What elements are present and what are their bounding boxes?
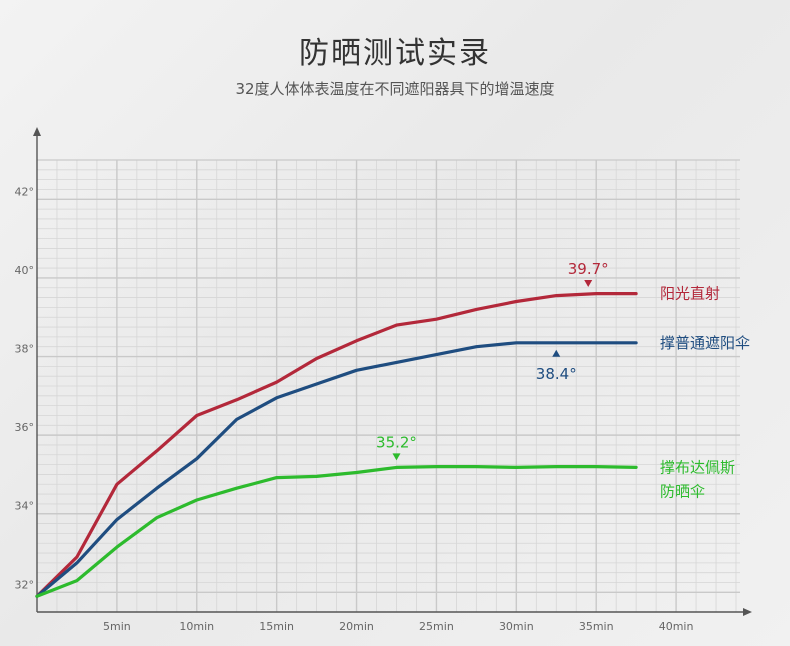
annotations: 39.7° 38.4° 35.2° (376, 260, 609, 461)
minor-gridlines (37, 159, 740, 612)
peak-value-label: 39.7° (568, 260, 609, 278)
series-name-label: 撑普通遮阳伞 (660, 334, 750, 352)
y-tick-label: 42° (15, 185, 35, 198)
x-tick-label: 10min (179, 620, 214, 633)
x-tick-label: 15min (259, 620, 294, 633)
x-tick-label: 35min (579, 620, 614, 633)
x-tick-label: 20min (339, 620, 374, 633)
peak-marker (392, 453, 401, 461)
x-tick-labels: 5min 10min 15min 20min 25min 30min 35min 40min (103, 620, 693, 633)
x-axis-arrow (743, 608, 752, 616)
x-tick-label: 25min (419, 620, 454, 633)
series-line (35, 465, 638, 598)
series-name-label: 阳光直射 (660, 285, 720, 303)
page-subtitle: 32度人体体表温度在不同遮阳器具下的增温速度 (235, 80, 555, 98)
series-name-label: 防晒伞 (660, 482, 705, 500)
peak-marker (552, 349, 561, 357)
y-axis-arrow (33, 127, 41, 136)
y-tick-label: 38° (15, 343, 35, 356)
series-line (35, 341, 638, 598)
series-line (35, 292, 638, 598)
major-gridlines (37, 159, 740, 612)
x-tick-label: 40min (659, 620, 694, 633)
x-tick-label: 5min (103, 620, 131, 633)
y-tick-label: 32° (15, 578, 35, 591)
series-lines (35, 292, 638, 598)
page-title: 防晒测试实录 (299, 36, 491, 71)
y-tick-labels: 32° 34° 36° 38° 40° 42° (15, 185, 35, 591)
series-name-label: 撑布达佩斯 (660, 458, 735, 476)
peak-marker (584, 280, 593, 288)
y-tick-label: 34° (15, 500, 35, 513)
y-tick-label: 40° (15, 264, 35, 277)
peak-value-label: 38.4° (536, 365, 577, 383)
y-tick-label: 36° (15, 421, 35, 434)
x-tick-label: 30min (499, 620, 534, 633)
peak-value-label: 35.2° (376, 433, 417, 451)
axes (33, 127, 752, 616)
